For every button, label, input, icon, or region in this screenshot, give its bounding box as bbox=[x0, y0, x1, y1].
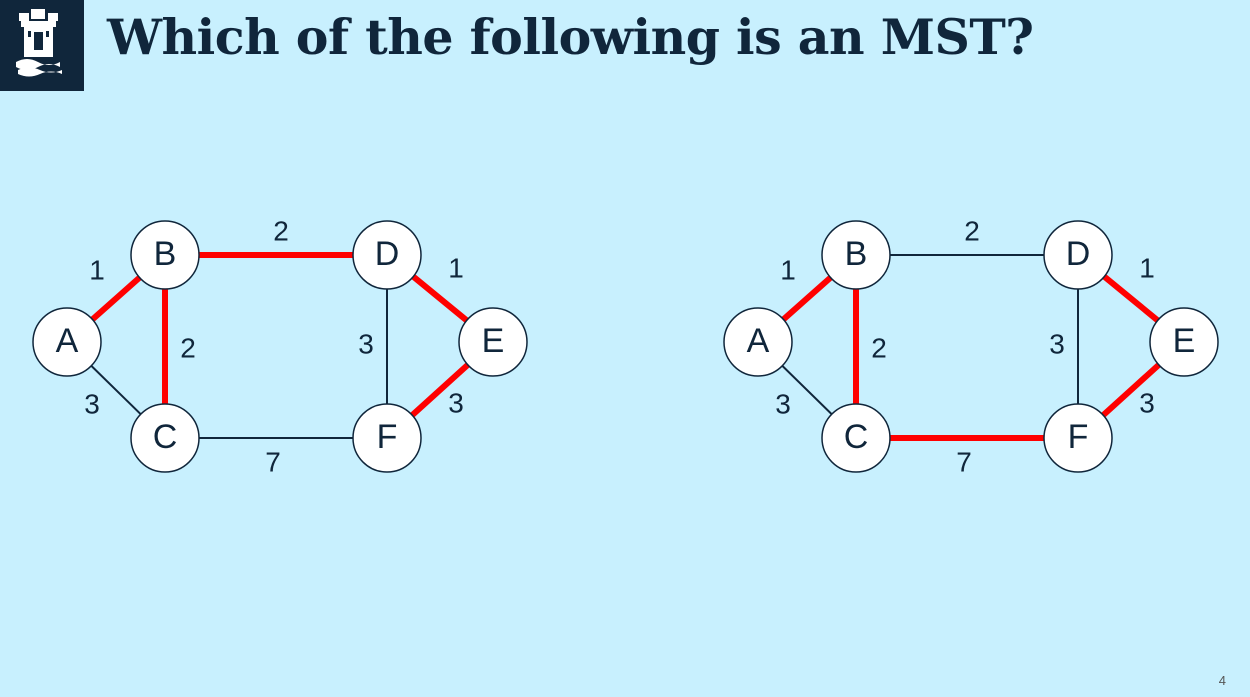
edge-weight-d-f: 3 bbox=[1049, 328, 1065, 359]
edge-weight-c-f: 7 bbox=[265, 446, 281, 477]
node-c: C bbox=[821, 403, 891, 473]
node-label: F bbox=[1068, 418, 1089, 456]
edge-weight-a-c: 3 bbox=[775, 388, 791, 419]
edge-weight-b-c: 2 bbox=[180, 332, 196, 363]
edge-weight-d-e: 1 bbox=[448, 252, 464, 283]
node-label: D bbox=[375, 235, 400, 273]
edges bbox=[756, 252, 1187, 441]
node-label: B bbox=[154, 235, 177, 273]
node-c: C bbox=[130, 403, 200, 473]
node-d: D bbox=[352, 220, 422, 290]
node-circle bbox=[32, 307, 102, 377]
node-a: A bbox=[32, 307, 102, 377]
node-circle bbox=[821, 403, 891, 473]
node-b: B bbox=[821, 220, 891, 290]
edge-weight-a-c: 3 bbox=[84, 388, 100, 419]
edge-weight-b-d: 2 bbox=[964, 215, 980, 246]
edge-weight-e-f: 3 bbox=[1139, 387, 1155, 418]
node-a: A bbox=[723, 307, 793, 377]
node-f: F bbox=[1043, 403, 1113, 473]
nodes: A B C D E F bbox=[723, 220, 1219, 473]
node-label: E bbox=[482, 322, 505, 360]
node-b: B bbox=[130, 220, 200, 290]
node-label: D bbox=[1066, 235, 1091, 273]
node-e: E bbox=[1149, 307, 1219, 377]
node-circle bbox=[1043, 220, 1113, 290]
edge-weight-b-d: 2 bbox=[273, 215, 289, 246]
edge-weight-c-f: 7 bbox=[956, 446, 972, 477]
edge-weight-e-f: 3 bbox=[448, 387, 464, 418]
node-label: F bbox=[377, 418, 398, 456]
page-number: 4 bbox=[1218, 673, 1226, 688]
edge-weight-a-b: 1 bbox=[780, 254, 796, 285]
edge-weight-d-f: 3 bbox=[358, 328, 374, 359]
university-logo bbox=[0, 0, 84, 91]
edge-weight-b-c: 2 bbox=[871, 332, 887, 363]
edge-weights: 1 3 2 2 7 1 3 3 bbox=[775, 215, 1155, 477]
node-circle bbox=[821, 220, 891, 290]
node-circle bbox=[352, 220, 422, 290]
node-label: B bbox=[845, 235, 868, 273]
node-label: C bbox=[153, 418, 178, 456]
node-circle bbox=[458, 307, 528, 377]
node-label: A bbox=[56, 322, 79, 360]
node-circle bbox=[130, 220, 200, 290]
node-circle bbox=[1149, 307, 1219, 377]
castle-crest-icon bbox=[16, 9, 62, 77]
slide-title: Which of the following is an MST? bbox=[107, 8, 1034, 66]
node-label: C bbox=[844, 418, 869, 456]
node-f: F bbox=[352, 403, 422, 473]
edge-weights: 1 3 2 2 7 1 3 3 bbox=[84, 215, 464, 477]
node-label: A bbox=[747, 322, 770, 360]
node-circle bbox=[723, 307, 793, 377]
edge-weight-d-e: 1 bbox=[1139, 252, 1155, 283]
nodes: A B C D E F bbox=[32, 220, 528, 473]
edge-weight-a-b: 1 bbox=[89, 254, 105, 285]
node-circle bbox=[1043, 403, 1113, 473]
node-label: E bbox=[1173, 322, 1196, 360]
node-e: E bbox=[458, 307, 528, 377]
node-d: D bbox=[1043, 220, 1113, 290]
node-circle bbox=[130, 403, 200, 473]
node-circle bbox=[352, 403, 422, 473]
